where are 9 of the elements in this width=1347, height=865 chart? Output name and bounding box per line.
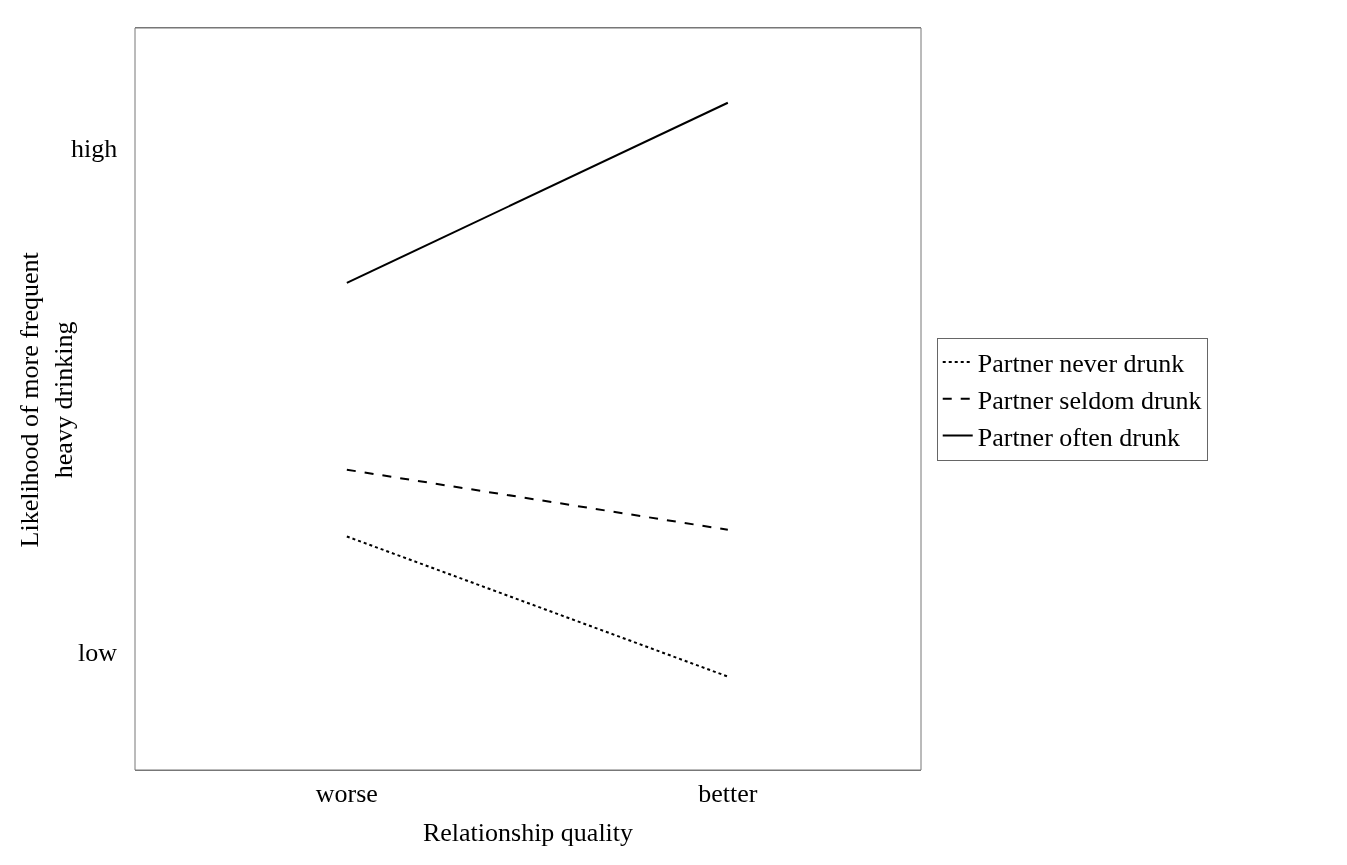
legend-label: Partner never drunk bbox=[977, 349, 1185, 379]
x-tick-label: worse bbox=[315, 779, 378, 809]
text: high bbox=[71, 134, 118, 163]
y-axis-title: Likelihood of more frequent heavy drinking bbox=[15, 251, 79, 548]
legend-label: Partner seldom drunk bbox=[977, 385, 1202, 415]
text: low bbox=[78, 638, 118, 667]
x-tick-label: better bbox=[698, 779, 758, 809]
legend-label: Partner often drunk bbox=[977, 422, 1180, 452]
x-axis-title: Relationship quality bbox=[422, 817, 634, 847]
